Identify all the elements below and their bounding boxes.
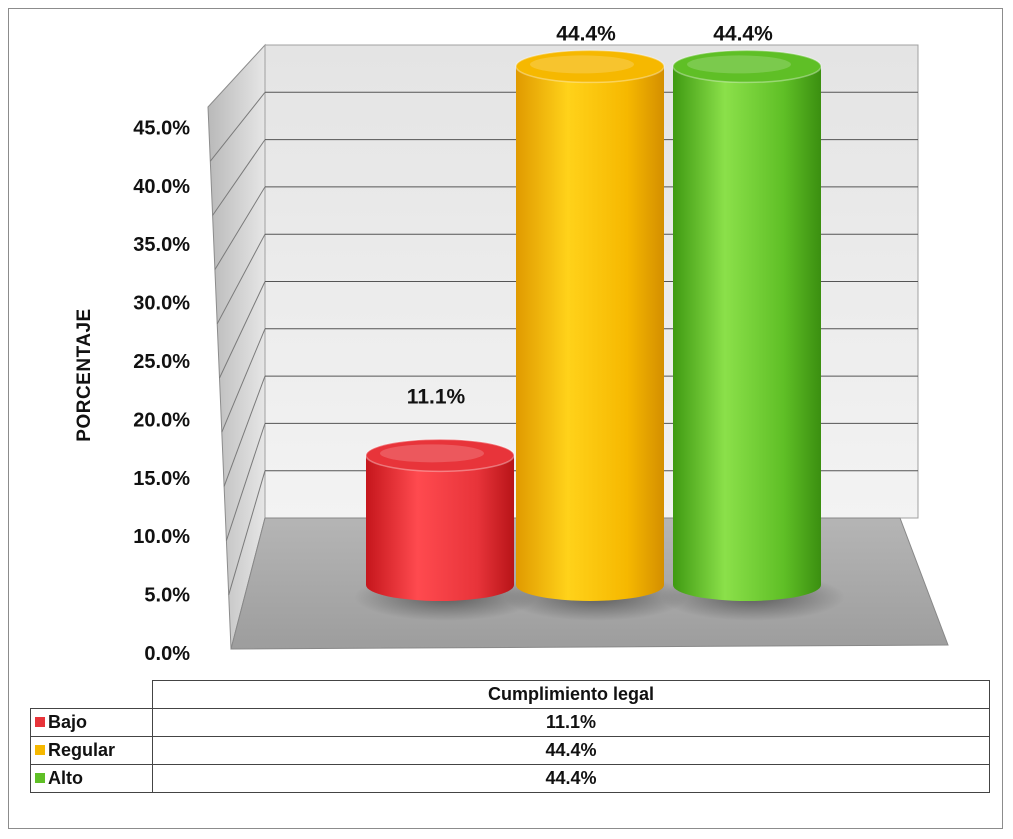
- table-row-regular: Regular 44.4%: [30, 736, 990, 765]
- data-label-bajo: 11.1%: [407, 385, 466, 408]
- bar-top: [515, 49, 665, 84]
- grid-line-wall: [216, 233, 266, 325]
- data-table: Cumplimiento legal Bajo 11.1% Regular 44…: [30, 680, 990, 793]
- data-labels-group: 11.1% 44.4% 44.4%: [407, 22, 773, 408]
- bar-body: [673, 66, 821, 601]
- legend-swatch-regular: [35, 745, 45, 755]
- y-tick-label: 40.0%: [133, 176, 190, 198]
- table-value-alto: 44.4%: [152, 764, 990, 793]
- table-value-regular: 44.4%: [152, 736, 990, 765]
- table-row-alto: Alto 44.4%: [30, 764, 990, 793]
- grid-line-wall: [223, 375, 266, 487]
- table-header-row: Cumplimiento legal: [31, 680, 990, 709]
- legend-label-regular: Regular: [48, 740, 116, 760]
- table-series-header: Cumplimiento legal: [152, 680, 990, 709]
- y-tick-label: 5.0%: [144, 585, 190, 607]
- grid-line-wall: [228, 470, 266, 595]
- grid-line-wall: [209, 91, 266, 162]
- bar-top-highlight: [380, 444, 484, 463]
- y-tick-label: 45.0%: [133, 117, 190, 139]
- data-label-alto: 44.4%: [713, 22, 773, 45]
- table-row-bajo: Bajo 11.1%: [30, 708, 990, 737]
- grid-line-wall: [219, 281, 266, 379]
- bar-bajo: [354, 438, 538, 621]
- y-axis-title: PORCENTAJE: [74, 308, 95, 441]
- table-category-regular: Regular: [30, 736, 153, 765]
- bar-body: [366, 455, 514, 601]
- bar-body: [516, 66, 664, 601]
- y-tick-label: 10.0%: [133, 526, 190, 548]
- cylinder-bar-chart: 0.0% 5.0% 10.0% 15.0% 20.0% 25.0% 30.0% 35.0% 40…: [74, 22, 949, 665]
- y-tick-label: 0.0%: [144, 643, 190, 665]
- table-value-bajo: 11.1%: [152, 708, 990, 737]
- legend-label-alto: Alto: [48, 768, 83, 788]
- bar-top-highlight: [530, 55, 634, 74]
- grid-line-wall: [225, 423, 266, 541]
- y-tick-label: 35.0%: [133, 234, 190, 256]
- y-tick-label: 20.0%: [133, 409, 190, 431]
- table-category-alto: Alto: [30, 764, 153, 793]
- legend-label-bajo: Bajo: [48, 712, 88, 732]
- table-category-bajo: Bajo: [30, 708, 153, 737]
- y-tick-label: 15.0%: [133, 468, 190, 490]
- y-axis-ticks: 0.0% 5.0% 10.0% 15.0% 20.0% 25.0% 30.0% 35.0% 40…: [133, 117, 190, 665]
- bar-regular: [504, 49, 688, 621]
- grid-line-wall: [221, 328, 266, 433]
- grid-line-wall: [214, 186, 266, 270]
- legend-swatch-alto: [35, 773, 45, 783]
- bar-alto: [661, 49, 845, 621]
- y-tick-label: 25.0%: [133, 351, 190, 373]
- legend-swatch-bajo: [35, 717, 45, 727]
- bars-group: [354, 49, 845, 621]
- data-label-regular: 44.4%: [556, 22, 616, 45]
- grid-line-wall: [212, 139, 266, 216]
- table-corner: [31, 681, 153, 709]
- bar-top: [672, 49, 822, 84]
- bar-top: [365, 438, 515, 473]
- y-tick-label: 30.0%: [133, 293, 190, 315]
- bar-top-highlight: [687, 55, 791, 74]
